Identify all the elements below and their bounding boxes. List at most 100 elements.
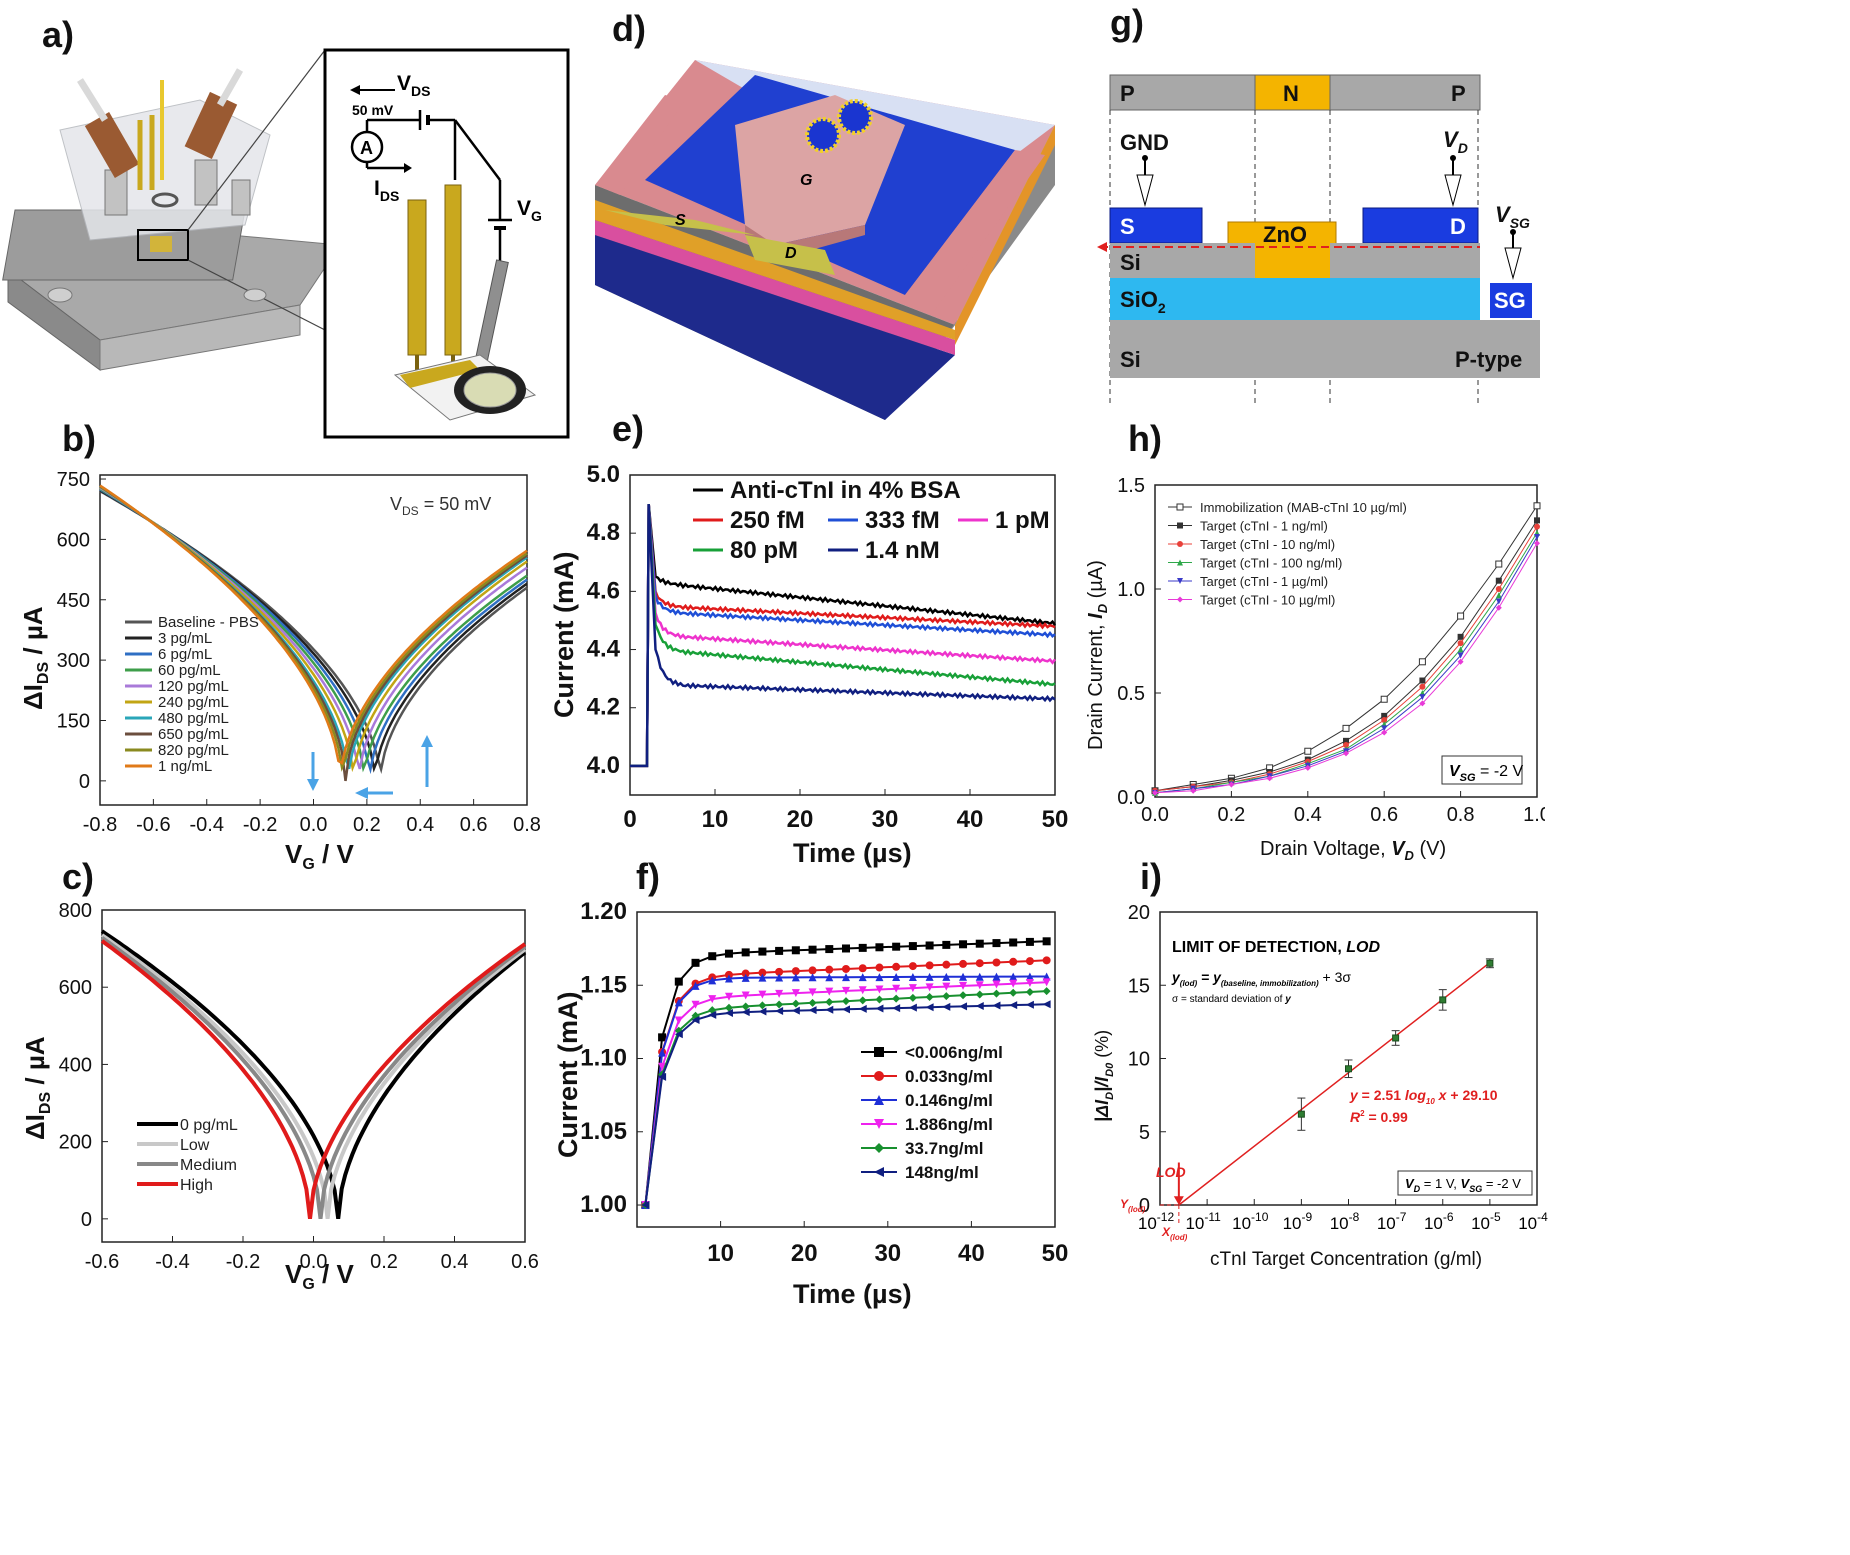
y-axis-label: ΔIDS / µA	[20, 1036, 54, 1140]
legend-marker	[1177, 578, 1183, 584]
lod-label: LOD	[1156, 1164, 1186, 1180]
x-tick-label: 0.6	[511, 1251, 539, 1273]
conditions-annotation: VD = 1 V, VSG = -2 V	[1405, 1176, 1521, 1194]
data-point	[892, 942, 901, 951]
data-point	[674, 1026, 683, 1035]
data-point	[975, 959, 984, 968]
data-point	[1381, 725, 1388, 732]
legend-label: 60 pg/mL	[158, 662, 221, 679]
data-point	[975, 1001, 984, 1010]
legend-label: 148ng/ml	[905, 1163, 979, 1182]
data-point	[925, 961, 934, 970]
x-tick-label: 10	[702, 806, 729, 833]
data-point	[875, 985, 884, 994]
data-point	[808, 945, 817, 954]
data-point	[724, 1003, 733, 1012]
data-point	[691, 1000, 700, 1009]
vds-label: VDS	[397, 72, 430, 99]
x-tick-label: -0.6	[85, 1251, 119, 1273]
y-tick-label: 4.0	[587, 752, 620, 779]
vg-label: VG	[517, 197, 542, 224]
data-point	[1025, 1000, 1034, 1009]
legend-marker	[874, 1047, 884, 1057]
data-point	[992, 989, 1001, 998]
conditions-box	[1397, 1170, 1533, 1196]
legend-label: Target (cTnI - 1 µg/ml)	[1200, 574, 1328, 589]
legend-label: Target (cTnI - 10 µg/ml)	[1200, 593, 1335, 608]
panel-a-illustration: A VDS 50 mV IDS VG	[2, 48, 570, 439]
plot-frame	[636, 911, 1056, 1228]
x-tick-label: 0.4	[441, 1251, 469, 1273]
legend-label: 1 ng/mL	[158, 758, 212, 775]
data-point	[842, 973, 850, 982]
data-point	[724, 974, 733, 983]
y-tick-label: 1.5	[1117, 475, 1145, 497]
series-line	[630, 503, 1056, 768]
data-point	[1009, 1001, 1018, 1010]
data-point	[741, 1002, 750, 1011]
data-point	[1457, 658, 1464, 665]
panel-label-f: f)	[636, 856, 660, 897]
data-point	[1380, 695, 1388, 703]
data-point	[741, 1008, 750, 1017]
data-point	[1152, 789, 1158, 796]
data-point	[1025, 987, 1034, 996]
data-point	[691, 981, 700, 990]
data-point	[1025, 937, 1034, 946]
x-lod-label: X(lod)	[1161, 1225, 1188, 1242]
legend-label: 250 fM	[730, 507, 805, 534]
legend-label: 820 pg/mL	[158, 742, 229, 759]
data-point	[741, 969, 750, 978]
data-point	[908, 993, 917, 1002]
x-tick-label: 0.0	[1141, 804, 1169, 826]
x-tick-label: 20	[787, 806, 814, 833]
legend-marker	[1177, 559, 1183, 566]
data-point	[808, 998, 817, 1007]
legend-label: 33.7ng/ml	[905, 1139, 983, 1158]
data-point	[825, 945, 834, 954]
data-point	[992, 972, 1001, 981]
data-point	[708, 976, 717, 985]
vds-value: 50 mV	[352, 102, 394, 118]
legend-label: 240 pg/mL	[158, 694, 229, 711]
legend-label: 650 pg/mL	[158, 726, 229, 743]
x-tick-label: -0.8	[83, 814, 117, 836]
data-point	[858, 1004, 867, 1013]
data-point	[925, 1003, 934, 1012]
zno-label: ZnO	[1263, 222, 1307, 247]
legend-label: High	[180, 1177, 213, 1194]
data-point	[1381, 717, 1388, 724]
data-point	[791, 967, 800, 976]
panel-label-c: c)	[62, 856, 95, 897]
data-point	[1457, 612, 1465, 620]
data-point	[775, 973, 784, 982]
data-point	[959, 1002, 968, 1011]
ids-label: IDS	[374, 177, 399, 204]
x-tick-label: 10-11	[1185, 1210, 1221, 1233]
x-tick-label: 10-5	[1471, 1210, 1501, 1233]
legend-marker	[1177, 596, 1183, 603]
data-point	[1009, 957, 1018, 966]
data-point	[1009, 972, 1018, 981]
data-point	[942, 940, 951, 949]
panel-label-d: d)	[612, 8, 646, 49]
y-tick-label: 4.6	[587, 577, 620, 604]
panel-label-g: g)	[1110, 2, 1144, 43]
legend-marker	[1176, 503, 1184, 511]
y-tick-label: 400	[59, 1054, 92, 1076]
data-point	[691, 1011, 700, 1020]
data-point	[992, 980, 1001, 989]
data-point	[741, 948, 750, 957]
x-tick-label: 0.0	[300, 814, 328, 836]
data-point	[1304, 764, 1311, 771]
data-point	[925, 941, 934, 950]
x-axis-label: VG / V	[285, 839, 354, 873]
data-point	[1495, 604, 1502, 611]
x-tick-label: 0.0	[300, 1251, 328, 1273]
x-tick-label: 10-12	[1138, 1210, 1175, 1233]
data-point	[741, 991, 750, 1000]
region-p-left: P	[1120, 81, 1135, 106]
ptype-label: P-type	[1455, 347, 1522, 372]
data-point	[858, 973, 867, 982]
panel-label-e: e)	[612, 408, 645, 449]
